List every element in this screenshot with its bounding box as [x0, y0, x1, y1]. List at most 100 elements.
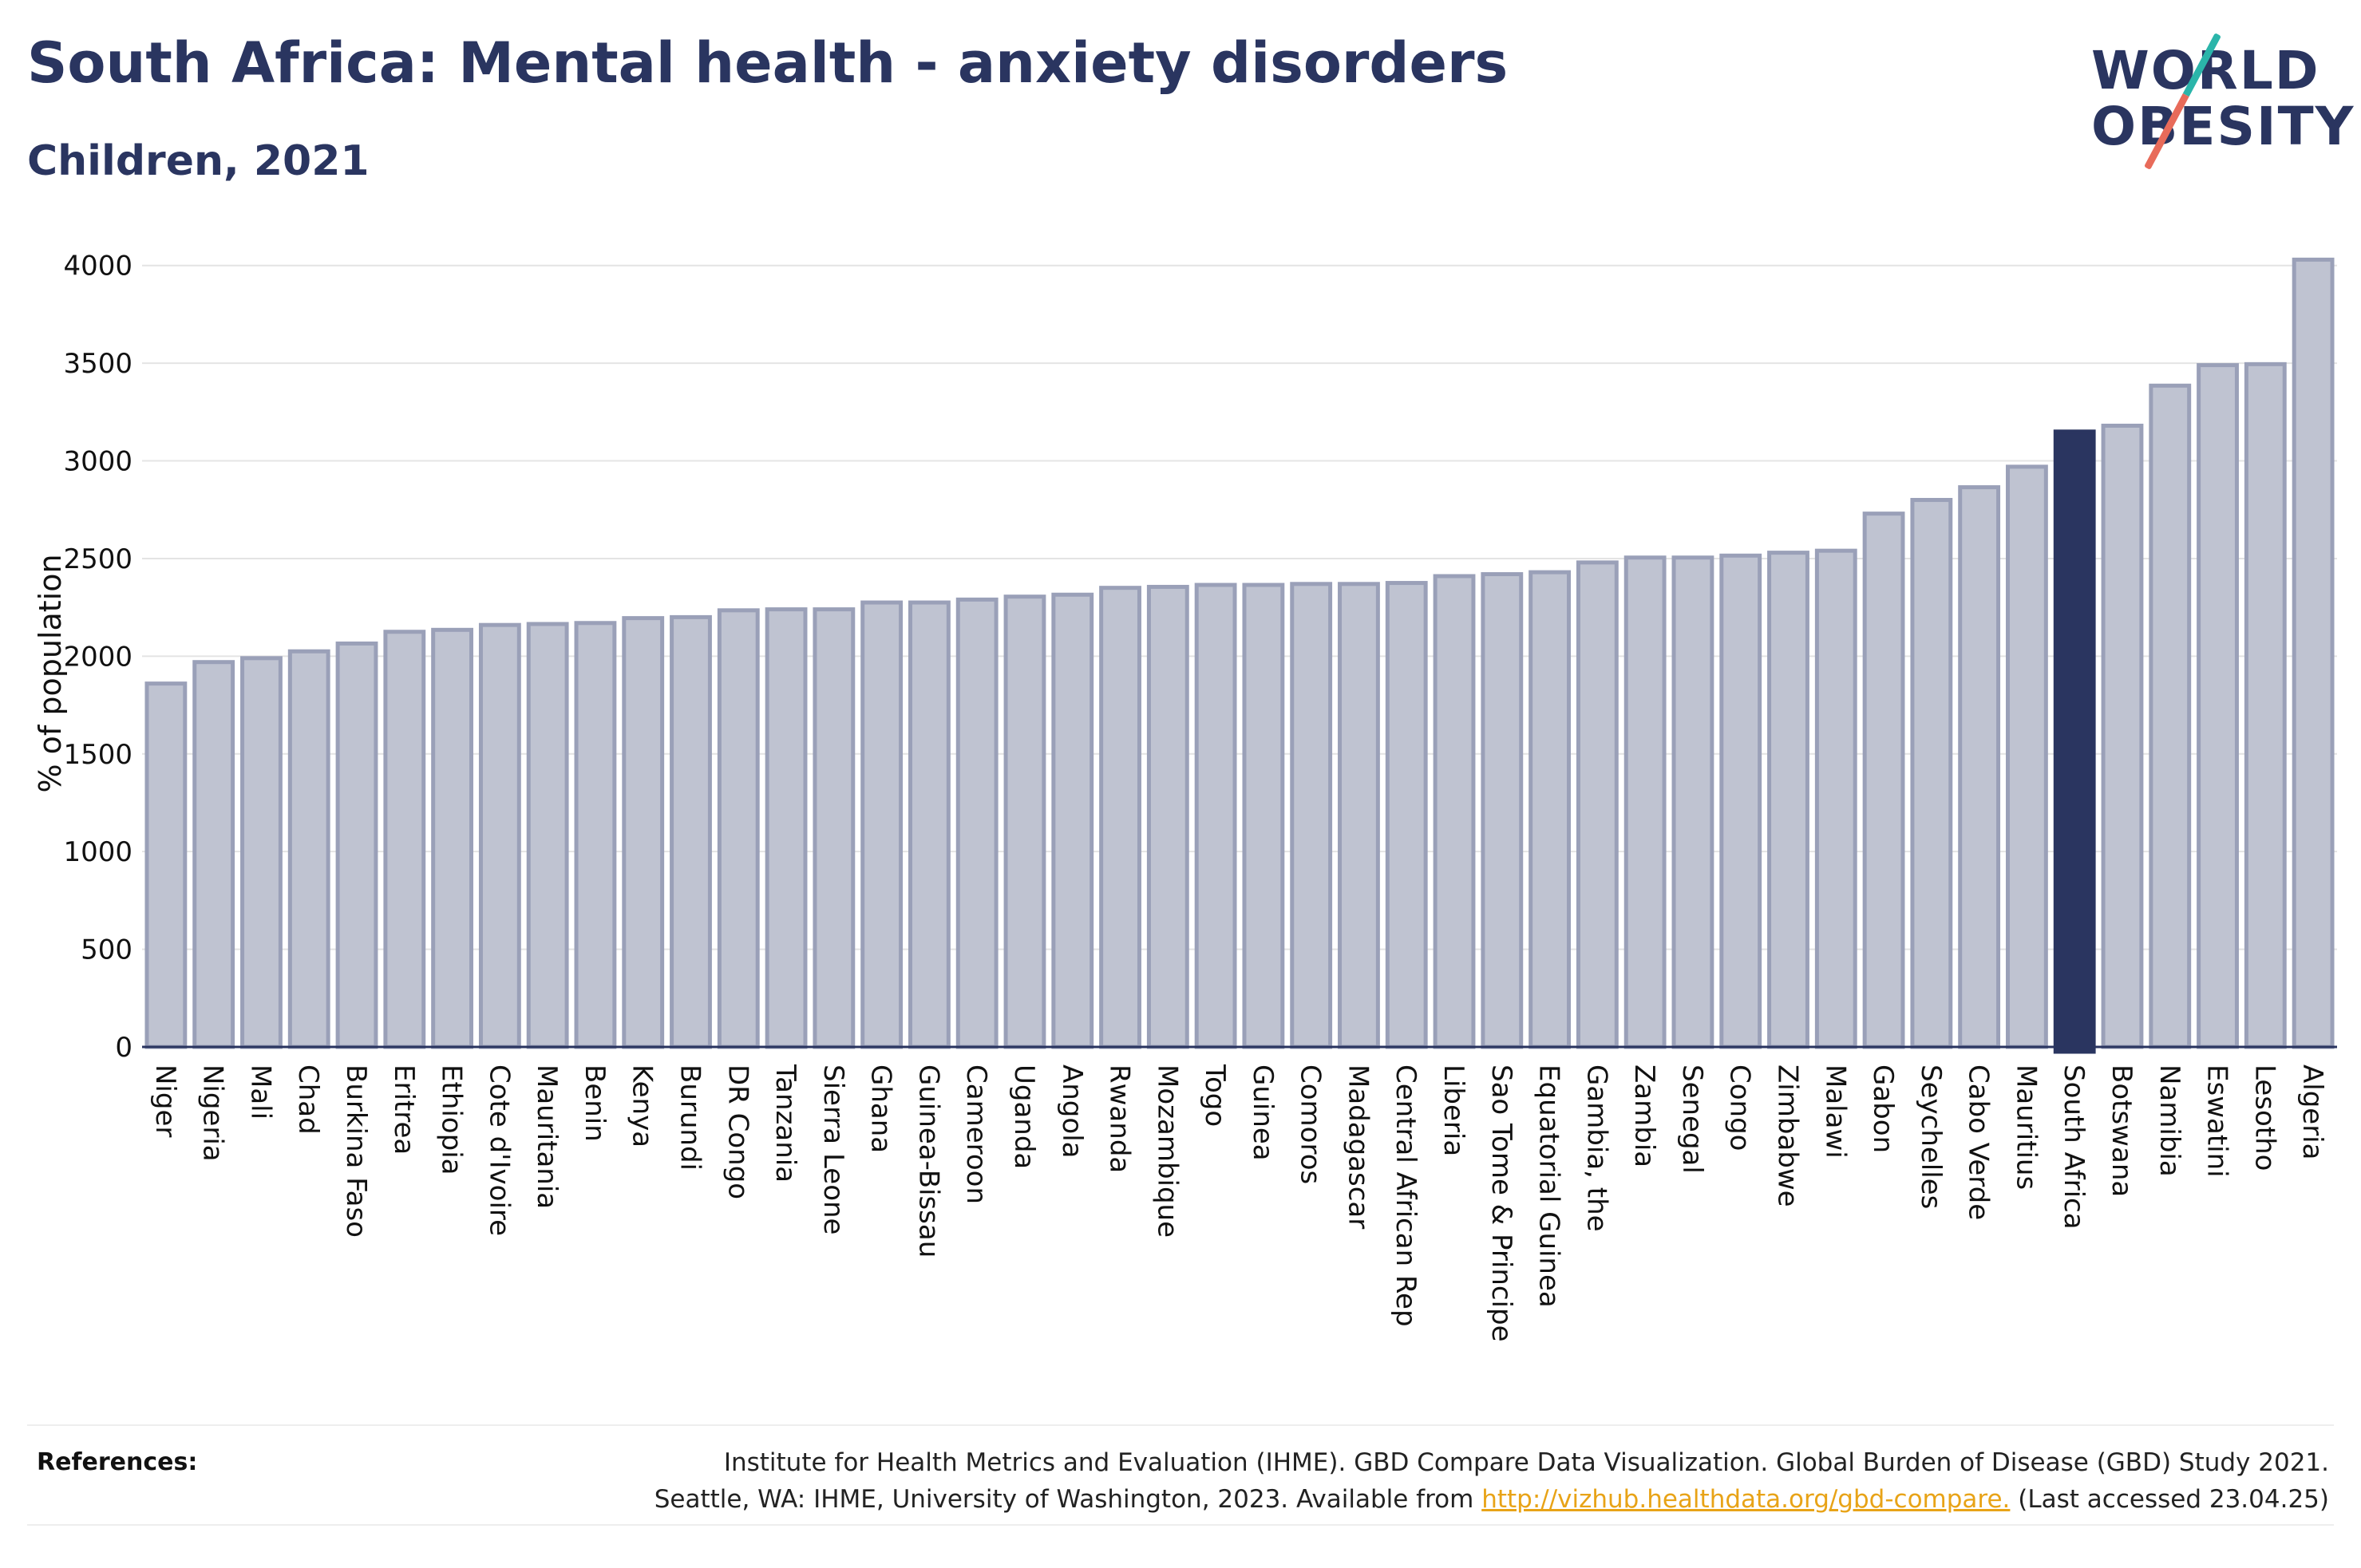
bar — [574, 621, 617, 1049]
x-tick-label: DR Congo — [722, 1064, 753, 1199]
x-tick-label: Senegal — [1676, 1064, 1708, 1174]
bar — [2149, 383, 2192, 1049]
x-tick-label: Algeria — [2296, 1064, 2328, 1159]
x-tick-label: Lesotho — [2248, 1064, 2280, 1171]
bar — [192, 660, 235, 1049]
x-tick-label: Nigeria — [197, 1064, 229, 1162]
bar — [287, 649, 330, 1049]
bar — [1194, 583, 1237, 1049]
x-tick-label: Uganda — [1008, 1064, 1040, 1169]
bar — [431, 627, 473, 1049]
bar — [622, 616, 665, 1049]
bar — [1051, 592, 1094, 1049]
bar — [1623, 555, 1667, 1049]
bar — [1958, 485, 2001, 1049]
y-tick-label: 3000 — [63, 446, 132, 478]
bar — [335, 641, 378, 1049]
x-tick-label: Namibia — [2153, 1064, 2185, 1177]
x-tick-label: Burkina Faso — [340, 1064, 372, 1238]
x-tick-label: Ghana — [865, 1064, 897, 1153]
x-tick-label: Gabon — [1867, 1064, 1899, 1153]
footer-divider-bottom — [27, 1524, 2334, 1526]
x-tick-label: Mali — [244, 1064, 276, 1120]
bar — [240, 656, 283, 1049]
bar — [765, 607, 808, 1049]
bar — [1338, 582, 1380, 1049]
x-tick-label: Comoros — [1295, 1064, 1327, 1184]
bar — [383, 630, 426, 1049]
x-tick-label: Congo — [1724, 1064, 1756, 1151]
x-tick-label: Guinea — [1247, 1064, 1279, 1161]
bar — [2006, 464, 2048, 1049]
bar — [908, 600, 951, 1049]
y-tick-label: 4000 — [63, 251, 132, 282]
page-title: South Africa: Mental health - anxiety di… — [27, 30, 1509, 96]
bar — [1385, 581, 1428, 1049]
y-tick-label: 1500 — [63, 739, 132, 771]
references-label: References: — [37, 1448, 198, 1476]
x-tick-label: Botswana — [2106, 1064, 2138, 1197]
bar — [1814, 548, 1857, 1049]
bar — [813, 607, 856, 1049]
reference-line-2: Seattle, WA: IHME, University of Washing… — [493, 1481, 2329, 1518]
bar — [526, 622, 569, 1049]
bar — [1099, 586, 1141, 1049]
y-tick-label: 0 — [115, 1032, 132, 1064]
bar — [860, 600, 904, 1049]
world-obesity-logo: WORLD OBESITY — [2075, 16, 2353, 176]
bar — [1529, 570, 1572, 1049]
x-tick-label: Sierra Leone — [817, 1064, 849, 1234]
reference-link[interactable]: http://vizhub.healthdata.org/gbd-compare… — [1481, 1485, 2011, 1514]
x-tick-label: Liberia — [1438, 1064, 1469, 1156]
x-tick-label: Cabo Verde — [1963, 1064, 1995, 1220]
x-tick-label: Gambia, the — [1580, 1064, 1612, 1232]
bar — [1767, 551, 1809, 1049]
x-tick-label: Malawi — [1819, 1064, 1851, 1159]
x-tick-label: Niger — [149, 1064, 181, 1137]
y-tick-label: 1000 — [63, 836, 132, 868]
x-tick-label: Eritrea — [388, 1064, 420, 1155]
bar — [1719, 553, 1762, 1049]
logo-text-line2: OBESITY — [2091, 96, 2355, 157]
x-tick-label: Sao Tome & Principe — [1485, 1064, 1517, 1342]
x-tick-label: Benin — [579, 1064, 611, 1142]
x-tick-label: Cameroon — [960, 1064, 992, 1204]
x-tick-label: Kenya — [627, 1064, 658, 1147]
bar — [1433, 574, 1476, 1049]
bar — [2101, 423, 2144, 1049]
y-tick-label: 2000 — [63, 641, 132, 673]
bar — [144, 681, 188, 1049]
x-tick-label: Mauritania — [531, 1064, 563, 1209]
x-tick-label: Mauritius — [2010, 1064, 2042, 1190]
bar — [1862, 511, 1905, 1049]
x-tick-label: Eswatini — [2201, 1064, 2233, 1178]
x-tick-label: Burundi — [674, 1064, 706, 1171]
bar — [1146, 584, 1189, 1049]
bar — [1576, 560, 1619, 1049]
bar — [1910, 498, 1953, 1049]
x-tick-label: Zambia — [1628, 1064, 1660, 1167]
x-tick-label: Cote d'Ivoire — [483, 1064, 515, 1236]
x-tick-label: Equatorial Guinea — [1533, 1064, 1565, 1308]
bar — [2244, 361, 2287, 1049]
bar-highlight — [2053, 429, 2096, 1054]
bar — [2292, 257, 2335, 1049]
page-subtitle: Children, 2021 — [27, 137, 370, 185]
x-tick-label: South Africa — [2058, 1064, 2090, 1230]
y-axis-label: % of population — [33, 554, 68, 792]
y-tick-label: 3500 — [63, 348, 132, 380]
x-tick-label: Angola — [1056, 1064, 1088, 1158]
bar — [1003, 594, 1046, 1049]
x-tick-label: Rwanda — [1104, 1064, 1136, 1173]
reference-line-2-prefix: Seattle, WA: IHME, University of Washing… — [654, 1485, 1482, 1514]
bar — [478, 622, 521, 1049]
x-tick-label: Chad — [292, 1064, 324, 1135]
bar — [1671, 555, 1714, 1049]
x-tick-label: Togo — [1199, 1064, 1231, 1127]
x-tick-label: Seychelles — [1915, 1064, 1947, 1209]
bar — [670, 614, 712, 1049]
x-tick-label: Guinea-Bissau — [912, 1064, 944, 1258]
y-tick-labels: 0 500 1000 1500 2000 2500 3000 3500 4000 — [63, 251, 132, 1064]
x-tick-label: Central African Rep — [1390, 1064, 1422, 1327]
